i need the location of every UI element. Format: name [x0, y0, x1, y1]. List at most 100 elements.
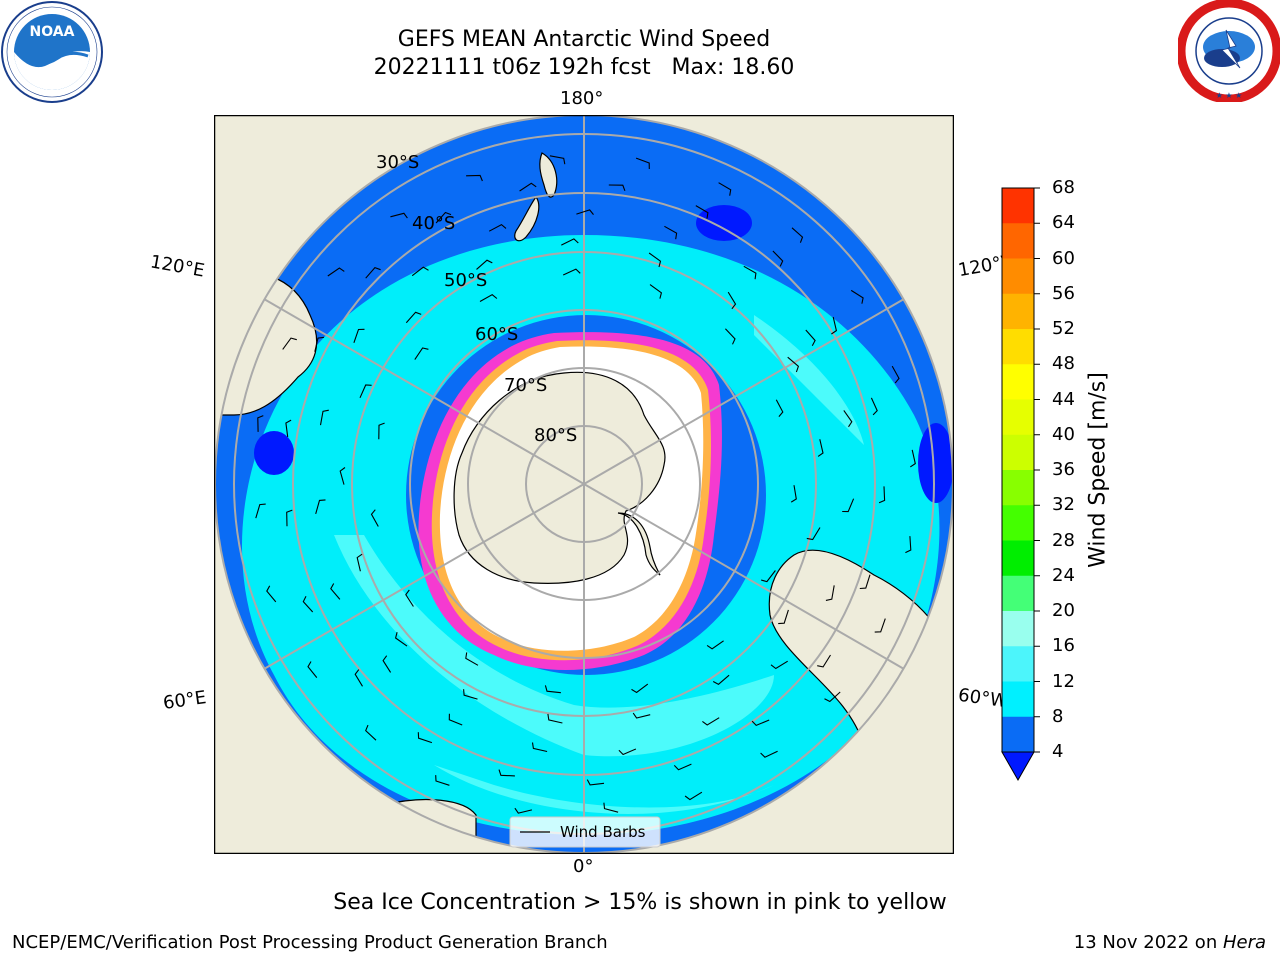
- colorbar-tick-label: 56: [1052, 282, 1075, 304]
- wind-barb: [466, 174, 483, 182]
- wind-barb: [531, 742, 548, 753]
- colorbar-segment: [1002, 470, 1034, 506]
- wind-barb: [354, 669, 363, 687]
- wind-barb: [603, 802, 619, 813]
- colorbar-tick-label: 40: [1052, 423, 1075, 445]
- wind-barb: [307, 661, 318, 678]
- footer-organization: NCEP/EMC/Verification Post Processing Pr…: [12, 932, 608, 953]
- wind-barb: [891, 365, 900, 384]
- wind-barb: [476, 259, 493, 270]
- wind-barb: [706, 640, 724, 650]
- colorbar-tick-label: 60: [1052, 247, 1075, 269]
- colorbar-title: Wind Speed [m/s]: [1085, 372, 1111, 568]
- wind-barbs-legend: Wind Barbs: [509, 816, 661, 848]
- longitude-lines: [263, 115, 905, 853]
- wind-barb: [825, 585, 835, 601]
- colorbar-tick-label: 36: [1052, 459, 1075, 480]
- wind-barb: [817, 654, 831, 668]
- wind-barb: [586, 779, 605, 786]
- wind-barb: [448, 713, 463, 726]
- wind-barb: [751, 719, 770, 727]
- wind-barb: [562, 268, 581, 276]
- lat-label-60s: 60°S: [475, 324, 519, 345]
- lon-label-60e: 60°E: [161, 687, 208, 714]
- colorbar-tick-label: 28: [1052, 529, 1075, 551]
- chart-title: GEFS MEAN Antarctic Wind Speed 20221111 …: [284, 26, 884, 82]
- antarctic-peninsula: [617, 512, 661, 576]
- wind-barb: [314, 336, 325, 352]
- wind-speed-colorbar: [1001, 187, 1040, 782]
- antarctica-land: [453, 371, 666, 584]
- colorbar-segment: [1002, 293, 1034, 330]
- wind-barb: [319, 409, 329, 426]
- wind-barb: [417, 732, 433, 744]
- wind-barb: [561, 238, 579, 246]
- wind-barb: [724, 328, 736, 345]
- wind-under-4-spot-a: [254, 431, 294, 475]
- wind-barb: [378, 422, 385, 440]
- noaa-logo: NOAA: [1, 1, 103, 103]
- wind-barb: [743, 265, 757, 280]
- wind-barb: [286, 509, 293, 527]
- wind-barb: [411, 266, 429, 277]
- colorbar-segment: [1002, 540, 1034, 577]
- wind-barb: [498, 769, 515, 777]
- colorbar-segment: [1002, 364, 1034, 400]
- lat-label-40s: 40°S: [412, 213, 456, 234]
- wind-barb: [831, 316, 838, 335]
- wind-barb: [843, 410, 853, 428]
- colorbar-segment: [1002, 188, 1034, 224]
- wind-barb: [544, 685, 561, 694]
- wind-barb: [359, 384, 372, 399]
- wind-barb: [673, 763, 692, 771]
- wind-barb: [488, 223, 507, 232]
- colorbar-segment: [1002, 646, 1034, 682]
- wind-barb: [684, 791, 703, 801]
- wind-barb: [909, 449, 916, 468]
- lon-label-120e: 120°E: [148, 251, 207, 282]
- wind-12-16-region-b: [434, 765, 774, 814]
- wind-barb: [806, 527, 821, 541]
- wind-barb: [760, 570, 776, 583]
- wind-barb: [727, 291, 737, 310]
- wind-barb: [790, 485, 797, 503]
- svg-text:NOAA: NOAA: [30, 24, 75, 40]
- wind-barb: [775, 399, 784, 417]
- wind-barb: [576, 209, 594, 215]
- wind-barb: [664, 225, 678, 240]
- colorbar-segment: [1002, 329, 1034, 365]
- wind-barb: [519, 182, 537, 192]
- wind-barb: [330, 583, 341, 600]
- lat-label-70s: 70°S: [504, 375, 548, 396]
- colorbar-segment: [1002, 223, 1034, 259]
- wind-barb: [648, 252, 662, 268]
- wind-12-16-region-a: [334, 535, 774, 757]
- colorbar-tick-label: 52: [1052, 318, 1075, 339]
- colorbar-tick-label: 16: [1052, 635, 1075, 657]
- wind-barb: [618, 748, 637, 756]
- colorbar-tick-label: 48: [1052, 353, 1075, 375]
- colorbar-tick-label: 12: [1052, 670, 1075, 692]
- wind-barb: [635, 157, 650, 170]
- wind-barb: [266, 585, 277, 603]
- sea-ice-caption: Sea Ice Concentration > 15% is shown in …: [333, 890, 947, 915]
- colorbar-tick-label: 64: [1052, 212, 1075, 234]
- wind-under-4-spot-c: [696, 205, 752, 241]
- wind-barb: [878, 486, 886, 504]
- colorbar-tick-label: 44: [1052, 388, 1075, 410]
- wind-barb: [631, 683, 649, 694]
- colorbar-segment: [1002, 611, 1034, 647]
- wind-12-16-region-c: [754, 315, 864, 445]
- wind-barb: [608, 184, 626, 191]
- wind-barb: [465, 652, 479, 666]
- wind-barb: [649, 284, 663, 299]
- wind-barb: [315, 499, 326, 515]
- wind-barb: [547, 713, 563, 724]
- wind-barb: [778, 609, 789, 625]
- colorbar-segment: [1002, 575, 1034, 612]
- wind-barb: [370, 509, 379, 527]
- wind-barb: [702, 717, 720, 726]
- colorbar-tick-label: 8: [1052, 705, 1064, 727]
- colorbar-segment: [1002, 716, 1034, 753]
- wind-barb: [479, 294, 498, 302]
